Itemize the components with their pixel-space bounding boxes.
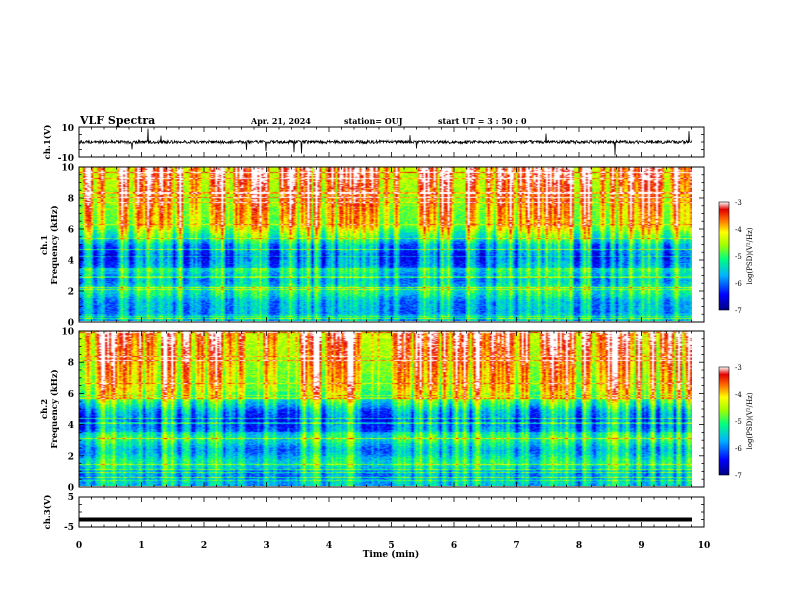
ch3-waveform-ylabel: ch.3(V) (42, 495, 53, 530)
ch1-waveform-ylabel: ch.1(V) (42, 125, 53, 160)
ch3-ytick-top: 5 (68, 493, 74, 503)
ch2-colorbar-tick-m3: -3 (735, 364, 742, 372)
ch1-spectrogram-ylabel-channel: ch.1 (40, 235, 50, 255)
time-axis-title: Time (min) (363, 549, 420, 560)
ch1-frequency-tick-label: 4 (68, 257, 74, 267)
ch1-frequency-tick-label: 10 (61, 164, 74, 174)
ch1-frequency-tick-label: 2 (68, 288, 74, 298)
ch1-spectrogram-ylabel-frequency: Frequency (kHz) (49, 205, 60, 284)
ch3-waveform-panel: 5 -5 ch.3(V) (42, 493, 705, 533)
chart-title: VLF Spectra (79, 114, 155, 127)
ch2-colorbar-scale (718, 366, 730, 476)
ch1-trace (78, 128, 693, 156)
ch2-colorbar: -3 -4 -5 -6 -7 log(PSD)(V²/Hz) (718, 364, 754, 480)
ch2-colorbar-tick-m6: -6 (735, 445, 742, 453)
ch1-ytick-top: 10 (61, 124, 74, 134)
start-time-label: start UT = 3 : 50 : 0 (438, 116, 527, 126)
station-label: station= OUJ (344, 116, 403, 126)
ch1-spectrogram-image (79, 167, 692, 321)
date-label: Apr. 21, 2024 (250, 116, 311, 126)
ch1-colorbar: -3 -4 -5 -6 -7 log(PSD)(V²/Hz) (718, 199, 754, 315)
ch2-frequency-tick-label: 10 (61, 328, 74, 338)
ch1-ytick-bottom: -10 (58, 154, 74, 164)
ch3-ytick-bottom: -5 (64, 523, 74, 533)
ch1-frequency-tick-label: 0 (68, 319, 74, 329)
time-axis-labels: 0 1 2 3 4 5 6 7 8 9 10 (76, 541, 710, 551)
ch1-colorbar-tick-m4: -4 (735, 226, 742, 234)
x-tick-label: 6 (451, 541, 457, 551)
x-tick-label: 0 (76, 541, 82, 551)
x-tick-label: 4 (326, 541, 332, 551)
ch2-colorbar-label: log(PSD)(V²/Hz) (746, 392, 754, 449)
ch2-frequency-tick-label: 6 (68, 390, 74, 400)
ch1-waveform-panel: 10 -10 ch.1(V) (42, 124, 705, 164)
x-tick-label: 2 (201, 541, 207, 551)
ch1-colorbar-tick-m6: -6 (735, 280, 742, 288)
ch2-colorbar-tick-m4: -4 (735, 391, 742, 399)
ch3-waveform-xticks (78, 496, 705, 528)
ch1-colorbar-tick-m5: -5 (735, 253, 742, 261)
ch2-colorbar-tick-m7: -7 (735, 472, 742, 480)
x-tick-label: 7 (513, 541, 519, 551)
x-tick-label: 10 (698, 541, 711, 551)
ch2-spectrogram-ylabel-frequency: Frequency (kHz) (49, 369, 60, 448)
ch1-spectrogram-panel: 0 2 4 6 8 10 ch.1 Frequency (kHz) (40, 164, 705, 329)
ch2-frequency-tick-label: 4 (68, 421, 74, 431)
ch1-spectrogram-xticks (78, 167, 705, 322)
ch1-colorbar-tick-m3: -3 (735, 199, 742, 207)
ch2-spectrogram-xticks (78, 331, 705, 487)
x-tick-label: 1 (138, 541, 144, 551)
ch2-spectrogram-image (79, 331, 692, 486)
ch2-spectrogram-yticks: 0 2 4 6 8 10 (61, 328, 704, 494)
ch1-colorbar-tick-m7: -7 (735, 307, 742, 315)
ch2-spectrogram-ylabel-channel: ch.2 (40, 399, 50, 419)
ch2-frequency-tick-label: 8 (68, 359, 74, 369)
ch2-frequency-tick-label: 0 (68, 484, 74, 494)
ch2-spectrogram-panel: 0 2 4 6 8 10 ch.2 Frequency (kHz) (40, 328, 705, 494)
ch2-frequency-tick-label: 2 (68, 452, 74, 462)
x-tick-label: 9 (638, 541, 644, 551)
ch1-colorbar-scale (718, 201, 730, 311)
x-tick-label: 5 (388, 541, 394, 551)
ch1-colorbar-label: log(PSD)(V²/Hz) (746, 227, 754, 284)
x-tick-label: 8 (576, 541, 582, 551)
ch1-frequency-tick-label: 6 (68, 226, 74, 236)
x-tick-label: 3 (263, 541, 269, 551)
ch1-spectrogram-yticks: 0 2 4 6 8 10 (61, 164, 704, 329)
ch1-frequency-tick-label: 8 (68, 195, 74, 205)
ch2-colorbar-tick-m5: -5 (735, 418, 742, 426)
ch1-waveform-xticks (78, 126, 705, 158)
